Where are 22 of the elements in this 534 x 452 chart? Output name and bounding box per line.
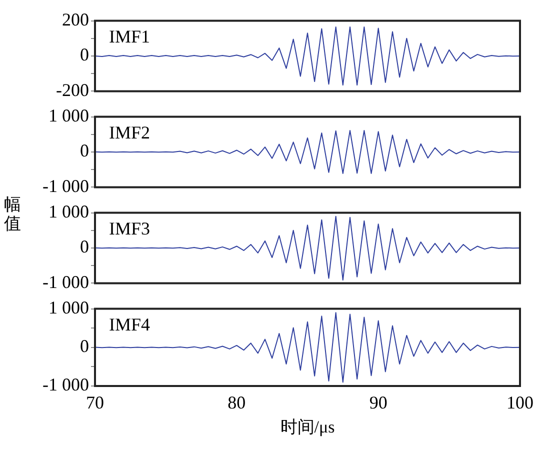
annotation: IMF2 [109, 122, 150, 143]
x-tick-label: 90 [369, 392, 388, 413]
x-tick-label: 80 [228, 392, 246, 413]
y-axis-title: 幅值 [4, 195, 22, 234]
y-tick-label: 1 000 [48, 298, 89, 318]
annotation: IMF3 [109, 218, 150, 239]
y-tick-label: 200 [62, 10, 89, 30]
y-tick-label: 1 000 [48, 106, 89, 126]
y-tick-label: 0 [80, 336, 89, 356]
y-tick-label: 0 [80, 44, 89, 65]
x-tick-label: 70 [86, 392, 104, 413]
annotation: IMF4 [109, 314, 150, 335]
x-tick-label: 100 [506, 392, 534, 413]
annotation: IMF1 [109, 26, 150, 47]
x-axis-title: 时间/μs [280, 417, 335, 436]
y-tick-label: -200 [56, 80, 89, 100]
y-tick-label: 0 [80, 140, 89, 161]
y-tick-label: -1 000 [42, 272, 89, 292]
y-tick-label: -1 000 [42, 176, 89, 196]
y-tick-label: -1 000 [42, 374, 89, 395]
y-tick-label: 0 [80, 236, 89, 257]
y-tick-label: 1 000 [48, 202, 89, 222]
